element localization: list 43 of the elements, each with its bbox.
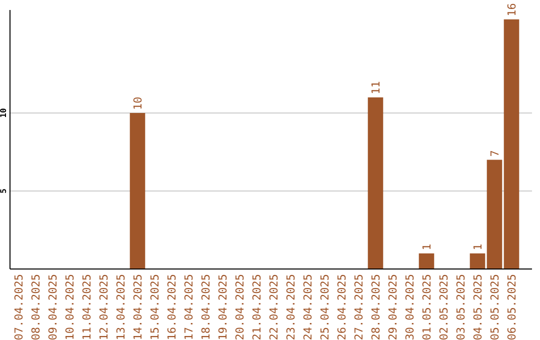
x-tick-label: 01.05.2025: [420, 274, 434, 340]
x-tick-label: 07.04.2025: [12, 274, 26, 340]
x-tick-label: 06.05.2025: [506, 274, 518, 340]
data-label: 1: [472, 244, 484, 250]
x-tick-label: 08.04.2025: [30, 274, 42, 340]
x-tick-label: 15.04.2025: [148, 274, 162, 340]
bar: [130, 112, 146, 269]
x-tick-label: 10.04.2025: [64, 274, 76, 340]
x-tick-label: 09.04.2025: [46, 274, 60, 340]
data-label: 11: [370, 81, 382, 94]
data-label: 10: [132, 96, 144, 110]
data-label: 7: [488, 150, 502, 157]
x-tick-label: 22.04.2025: [268, 274, 280, 340]
bar: [368, 97, 384, 269]
data-label: 16: [506, 3, 518, 16]
x-tick-label: 21.04.2025: [250, 274, 264, 340]
x-tick-label: 19.04.2025: [216, 274, 230, 340]
x-tick-label: 12.04.2025: [98, 274, 110, 340]
x-tick-label: 14.04.2025: [132, 274, 144, 340]
y-tick-label: 5: [0, 188, 8, 194]
x-tick-label: 11.04.2025: [80, 274, 94, 340]
x-tick-label: 24.04.2025: [302, 274, 314, 340]
x-tick-label: 05.05.2025: [488, 274, 502, 340]
x-tick-label: 13.04.2025: [114, 274, 128, 340]
data-label: 1: [420, 244, 434, 250]
bar: [418, 253, 434, 269]
x-tick-label: 04.05.2025: [472, 274, 484, 340]
x-tick-label: 27.04.2025: [352, 274, 366, 340]
x-tick-label: 03.05.2025: [454, 274, 468, 340]
x-tick-label: 23.04.2025: [284, 274, 298, 340]
bar: [504, 19, 520, 269]
x-tick-label: 17.04.2025: [182, 274, 196, 340]
x-tick-label: 28.04.2025: [370, 274, 382, 340]
x-tick-label: 02.05.2025: [438, 274, 450, 340]
x-tick-label: 30.04.2025: [404, 274, 416, 340]
x-tick-label: 26.04.2025: [336, 274, 348, 340]
x-tick-label: 16.04.2025: [166, 274, 178, 340]
x-tick-label: 18.04.2025: [200, 274, 212, 340]
bar: [470, 253, 486, 269]
x-tick-label: 29.04.2025: [386, 274, 400, 340]
x-tick-label: 20.04.2025: [234, 274, 246, 340]
bar: [486, 160, 502, 269]
x-tick-label: 25.04.2025: [318, 274, 332, 340]
